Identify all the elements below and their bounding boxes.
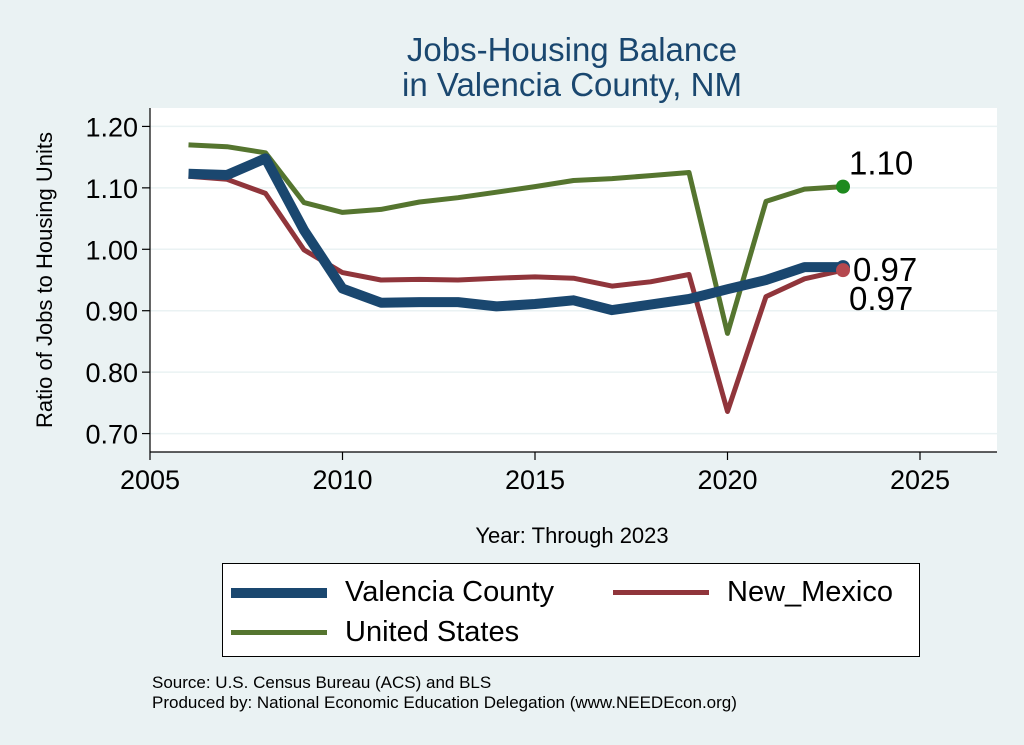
end-marker-united-states <box>836 179 850 194</box>
legend-item-united-states: United States <box>231 616 519 649</box>
chart-title-line-2: in Valencia County, NM <box>402 66 742 103</box>
legend-label-valencia-county: Valencia County <box>345 576 555 608</box>
x-tick-label: 2020 <box>697 465 757 495</box>
end-label-united-states: 1.10 <box>849 145 913 182</box>
end-marker-new-mexico <box>836 263 850 278</box>
legend-swatch-new-mexico <box>613 590 709 595</box>
y-tick-label: 1.10 <box>85 174 138 204</box>
end-label-new-mexico: 0.97 <box>849 280 913 317</box>
y-axis-title: Ratio of Jobs to Housing Units <box>32 132 57 428</box>
x-axis-title: Year: Through 2023 <box>475 523 669 548</box>
legend-label-united-states: United States <box>345 616 520 648</box>
producer-note: Produced by: National Economic Education… <box>152 693 737 712</box>
x-tick-label: 2005 <box>120 465 180 495</box>
legend-item-valencia-county: Valencia County <box>231 576 554 609</box>
source-note: Source: U.S. Census Bureau (ACS) and BLS <box>152 673 492 692</box>
legend-item-new-mexico: New_Mexico <box>613 576 893 609</box>
series-line-new-mexico <box>188 173 844 414</box>
x-tick-label: 2015 <box>505 465 565 495</box>
legend: Valencia County New_Mexico United States <box>222 563 920 657</box>
legend-label-new-mexico: New_Mexico <box>727 576 893 608</box>
chart-title-line-1: Jobs-Housing Balance <box>406 31 738 68</box>
legend-swatch-united-states <box>231 630 327 635</box>
y-tick-label: 0.90 <box>85 297 138 327</box>
series-line-united-states <box>188 142 844 336</box>
legend-swatch-valencia-county <box>231 587 327 598</box>
y-tick-label: 1.20 <box>85 112 138 142</box>
end-label-valencia-county: 0.97 <box>853 251 917 288</box>
series-line-valencia-county <box>188 153 843 316</box>
y-tick-label: 0.80 <box>85 358 138 388</box>
x-tick-label: 2010 <box>312 465 372 495</box>
y-tick-label: 1.00 <box>85 235 138 265</box>
y-tick-label: 0.70 <box>85 420 138 450</box>
x-tick-label: 2025 <box>890 465 950 495</box>
line-chart: 0.70 0.80 0.90 1.00 1.10 1.20 2005 2010 2015 2020… <box>85 108 997 495</box>
